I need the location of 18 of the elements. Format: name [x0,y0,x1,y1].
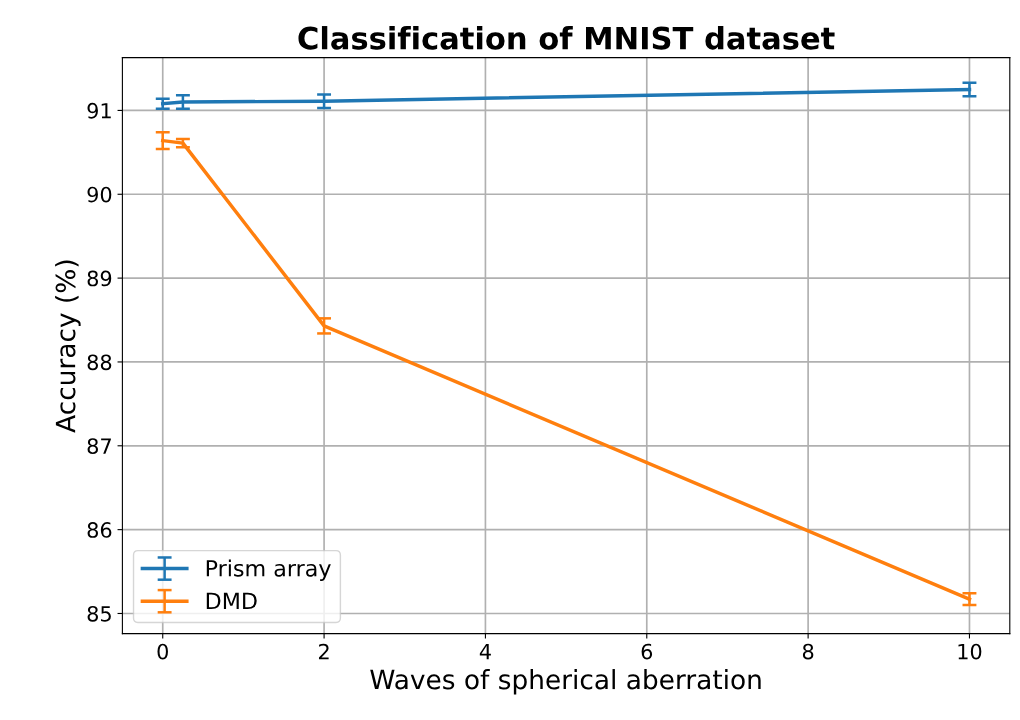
y-axis-title: Accuracy (%) [55,260,81,433]
x-axis-title: Waves of spherical aberration [370,669,761,695]
y-tick-label: 88 [87,354,112,371]
x-tick-label: 2 [318,643,329,660]
y-tick-label: 89 [87,270,112,287]
y-tick-label: 87 [87,438,111,454]
x-tick-label: 8 [802,643,814,660]
y-tick-label: 91 [87,102,111,119]
x-tick-label: 0 [157,643,168,660]
x-tick-label: 6 [641,643,653,660]
y-tick-label: 90 [87,186,112,203]
x-tick-label: 4 [479,643,491,660]
legend-label: Prism array [206,559,331,581]
chart-title: Classification of MNIST dataset [298,26,835,50]
x-tick-label: 10 [958,643,982,660]
y-tick-label: 85 [87,605,111,622]
y-tick-label: 86 [87,522,112,538]
legend-label: DMD [206,592,257,609]
